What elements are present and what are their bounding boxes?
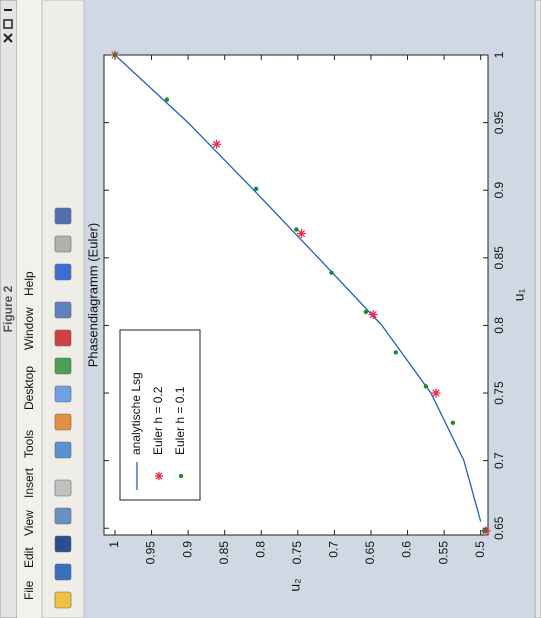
toolbar-button[interactable] bbox=[55, 480, 71, 496]
data-point bbox=[212, 140, 221, 149]
y-tick-label: 0.65 bbox=[363, 541, 377, 565]
legend-label: Euler h = 0.2 bbox=[151, 386, 165, 455]
toolbar-button[interactable] bbox=[55, 386, 71, 402]
y-axis-label: u₂ bbox=[287, 578, 303, 591]
x-tick-label: 0.75 bbox=[492, 381, 506, 405]
menu-item[interactable]: Help bbox=[22, 271, 36, 296]
menu-item[interactable]: File bbox=[22, 580, 36, 600]
data-point bbox=[394, 350, 398, 354]
window-title: Figure 2 bbox=[1, 285, 15, 332]
x-tick-label: 0.7 bbox=[492, 452, 506, 469]
y-tick-label: 0.6 bbox=[400, 541, 414, 558]
x-tick-label: 0.9 bbox=[492, 182, 506, 199]
x-tick-label: 1 bbox=[492, 51, 506, 58]
menu-item[interactable]: Window bbox=[22, 307, 36, 350]
y-tick-label: 0.9 bbox=[180, 541, 194, 558]
y-tick-label: 0.55 bbox=[436, 541, 450, 565]
toolbar-button[interactable] bbox=[55, 264, 71, 280]
toolbar-button[interactable] bbox=[55, 536, 71, 552]
toolbar-button[interactable] bbox=[55, 564, 71, 580]
y-tick-label: 1 bbox=[107, 541, 121, 548]
y-tick-label: 0.5 bbox=[473, 541, 487, 558]
data-point bbox=[113, 53, 117, 57]
window-border bbox=[535, 0, 541, 618]
toolbar-button[interactable] bbox=[55, 208, 71, 224]
data-point bbox=[364, 310, 368, 314]
y-tick-label: 0.95 bbox=[144, 541, 158, 565]
x-tick-label: 0.65 bbox=[492, 516, 506, 540]
menu-item[interactable]: Insert bbox=[22, 467, 36, 498]
x-tick-label: 0.95 bbox=[492, 111, 506, 135]
x-tick-label: 0.85 bbox=[492, 246, 506, 270]
menu-item[interactable]: Desktop bbox=[22, 366, 36, 410]
toolbar-button[interactable] bbox=[55, 592, 71, 608]
data-point bbox=[451, 421, 455, 425]
data-point bbox=[165, 97, 169, 101]
data-point bbox=[424, 384, 428, 388]
data-point bbox=[482, 529, 486, 533]
menu-item[interactable]: Edit bbox=[22, 547, 36, 568]
data-point bbox=[369, 310, 378, 319]
chart-title: Phasendiagramm (Euler) bbox=[85, 223, 100, 368]
y-tick-label: 0.7 bbox=[327, 541, 341, 558]
toolbar-button[interactable] bbox=[55, 358, 71, 374]
data-point bbox=[432, 389, 441, 398]
toolbar-button[interactable] bbox=[55, 302, 71, 318]
data-point bbox=[329, 270, 333, 274]
legend-swatch bbox=[155, 472, 163, 480]
figure-window: Figure 2 File Edit View Insert Tools Desktop W… bbox=[0, 0, 541, 618]
toolbar-button[interactable] bbox=[55, 330, 71, 346]
legend-swatch bbox=[179, 474, 183, 478]
x-tick-label: 0.8 bbox=[492, 317, 506, 334]
menu-item[interactable]: Tools bbox=[22, 430, 36, 458]
toolbar-button[interactable] bbox=[55, 414, 71, 430]
legend-label: Euler h = 0.1 bbox=[173, 386, 187, 455]
y-tick-label: 0.75 bbox=[290, 541, 304, 565]
y-tick-label: 0.85 bbox=[217, 541, 231, 565]
data-point bbox=[294, 227, 298, 231]
data-point bbox=[254, 187, 258, 191]
toolbar-button[interactable] bbox=[55, 236, 71, 252]
y-tick-label: 0.8 bbox=[253, 541, 267, 558]
toolbar-button[interactable] bbox=[55, 442, 71, 458]
x-axis-label: u₁ bbox=[511, 288, 527, 301]
menu-item[interactable]: View bbox=[22, 510, 36, 536]
toolbar-button[interactable] bbox=[55, 508, 71, 524]
legend-label: analytische Lsg bbox=[129, 372, 143, 455]
